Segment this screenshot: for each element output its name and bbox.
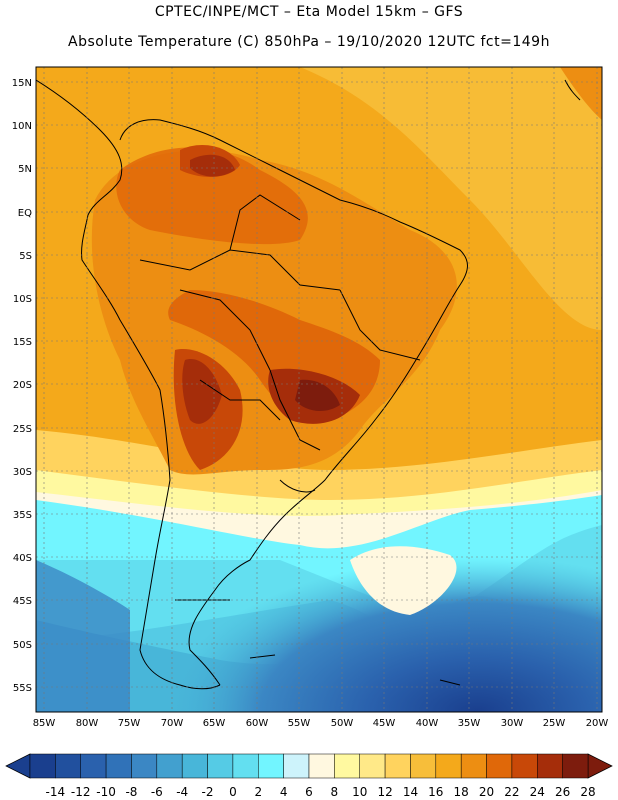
lon-label: 35W [458, 718, 481, 729]
lat-label: 20S [13, 380, 32, 391]
colorbar-tick-label: 10 [352, 785, 367, 799]
lon-label: 80W [76, 718, 99, 729]
colorbar-swatch [258, 753, 284, 779]
colorbar-swatch [537, 753, 563, 779]
lat-label: 45S [13, 596, 32, 607]
lon-label: 20W [586, 718, 609, 729]
colorbar-swatch [232, 753, 259, 779]
lat-label: EQ [18, 208, 32, 219]
colorbar-tick-label: -8 [125, 785, 137, 799]
colorbar-swatch [181, 753, 208, 779]
colorbar-tick-label: 12 [377, 785, 392, 799]
lon-label: 75W [118, 718, 141, 729]
colorbar-tick-label: 26 [555, 785, 570, 799]
colorbar-tick-label: 24 [530, 785, 545, 799]
colorbar-low-arrow [5, 753, 31, 779]
lon-label: 70W [161, 718, 184, 729]
colorbar-high-arrow [587, 753, 613, 779]
colorbar-swatch [308, 753, 335, 779]
lat-label: 35S [13, 510, 32, 521]
lon-label: 25W [543, 718, 566, 729]
colorbar-tick-label: 14 [403, 785, 418, 799]
colorbar-tick-label: 0 [229, 785, 237, 799]
lat-label: 10S [13, 294, 32, 305]
colorbar-swatch [435, 753, 462, 779]
colorbar-tick-label: 28 [580, 785, 595, 799]
colorbar: -14 -12 -10 -8 -6 -4 -2 0 2 4 6 8 10 12 14 16 18 20 22 24 26… [5, 753, 613, 799]
coastline [36, 79, 581, 690]
colorbar-swatch [410, 753, 437, 779]
colorbar-tick-label: 8 [331, 785, 339, 799]
colorbar-swatch [283, 753, 310, 779]
colorbar-tick-label: 18 [454, 785, 469, 799]
lat-label: 40S [13, 553, 32, 564]
lat-label: 30S [13, 467, 32, 478]
lon-label: 30W [501, 718, 524, 729]
colorbar-tick-label: -14 [46, 785, 66, 799]
colorbar-swatch [384, 753, 411, 779]
colorbar-swatch [486, 753, 513, 779]
colorbar-tick-label: -2 [202, 785, 214, 799]
colorbar-tick-label: -6 [151, 785, 163, 799]
colorbar-swatch [511, 753, 538, 779]
colorbar-swatch [156, 753, 183, 779]
lat-label: 55S [13, 683, 32, 694]
colorbar-swatch [29, 753, 56, 779]
lat-label: 5N [18, 164, 32, 175]
colorbar-swatch [334, 753, 360, 779]
colorbar-swatch [207, 753, 234, 779]
lat-label: 5S [19, 251, 32, 262]
lon-label: 65W [203, 718, 226, 729]
colorbar-swatch [562, 753, 589, 779]
lat-label: 10N [12, 121, 32, 132]
lat-label: 50S [13, 640, 32, 651]
lat-label: 25S [13, 424, 32, 435]
lon-label: 45W [373, 718, 396, 729]
title-line-2: Absolute Temperature (C) 850hPa – 19/10/… [68, 34, 550, 50]
colorbar-tick-label: 22 [504, 785, 519, 799]
colorbar-tick-label: 2 [254, 785, 262, 799]
colorbar-tick-label: 4 [280, 785, 288, 799]
colorbar-tick-label: 16 [428, 785, 443, 799]
colorbar-tick-label: -12 [71, 785, 91, 799]
lon-label: 85W [33, 718, 56, 729]
lon-label: 50W [331, 718, 354, 729]
lon-label: 55W [288, 718, 311, 729]
colorbar-swatch [80, 753, 107, 779]
temperature-field [36, 67, 602, 712]
map-grid [36, 67, 602, 712]
map-frame [35, 66, 603, 713]
colorbar-swatch [460, 753, 487, 779]
lat-label: 15N [12, 78, 32, 89]
lon-label: 40W [416, 718, 439, 729]
colorbar-swatch [359, 753, 386, 779]
lon-label: 60W [246, 718, 269, 729]
colorbar-swatch [105, 753, 132, 779]
colorbar-tick-label: 6 [305, 785, 313, 799]
colorbar-tick-label: 20 [479, 785, 494, 799]
colorbar-tick-label: -10 [96, 785, 116, 799]
colorbar-swatch [55, 753, 81, 779]
title-line-1: CPTEC/INPE/MCT – Eta Model 15km – GFS [154, 4, 464, 20]
lat-label: 15S [13, 337, 32, 348]
longitude-labels: 85W 80W 75W 70W 65W 60W 55W 50W 45W 40W … [33, 718, 609, 729]
colorbar-swatch [131, 753, 158, 779]
latitude-labels: 15N 10N 5N EQ 5S 10S 15S 20S 25S 30S 35S… [12, 78, 32, 694]
colorbar-tick-label: -4 [176, 785, 188, 799]
